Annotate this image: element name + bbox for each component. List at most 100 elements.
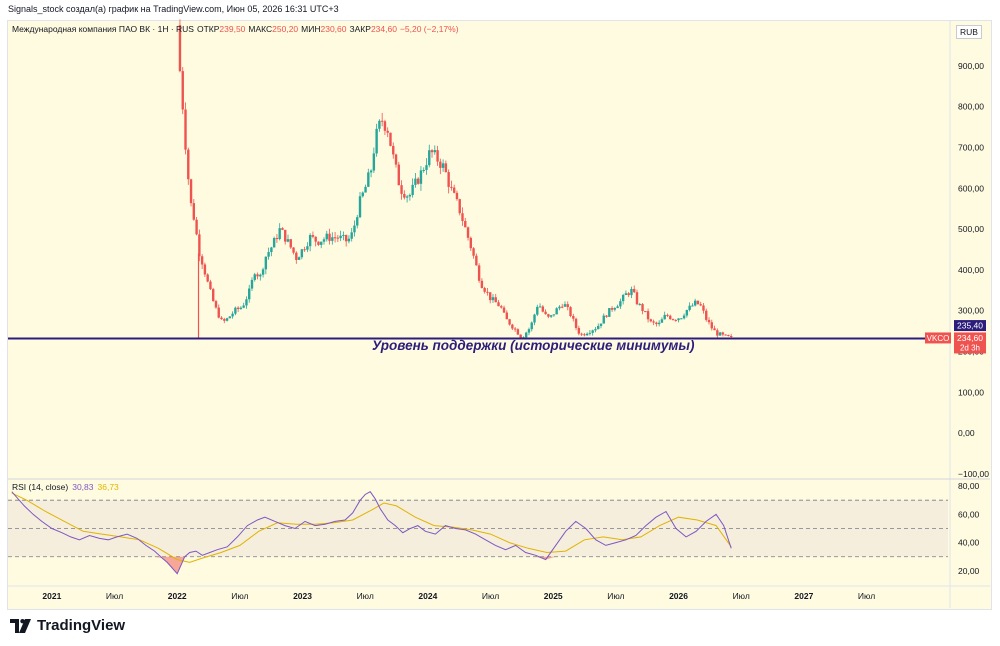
candle-body [297,257,301,260]
candle-body [433,150,436,153]
candle-body [289,239,292,248]
candle-body [655,322,658,325]
candle-body [691,305,694,307]
candle-body [192,203,196,220]
candle-body [403,193,406,198]
ticker-text: VKCO [927,334,950,343]
candle-body [563,304,567,307]
high-value: 250,20 [272,24,299,34]
rsi-value: 30,83 [72,482,94,492]
candle-body [588,332,592,334]
candle-body [234,307,237,314]
candle-body [383,121,387,131]
candle-body [649,319,653,322]
candle-body [364,186,367,193]
candle-body [480,280,484,289]
candle-body [439,161,442,168]
candle-body [574,318,578,328]
time-tick-label: Июл [482,591,499,601]
candle-body [328,233,331,241]
candle-body [552,314,556,316]
time-tick-label: Июл [106,591,123,601]
candle-body [416,178,420,184]
candle-body [342,234,345,236]
candle-body [464,221,467,228]
symbol-legend: Международная компания ПАО ВК · 1Н · RUS… [12,24,459,34]
candle-body [361,192,364,197]
rsi-title: RSI (14, close) [12,482,69,492]
candle-body [389,132,392,146]
candle-body [688,305,691,310]
candle-body [206,274,209,282]
countdown-text: 2d 3h [960,343,980,352]
candle-body [369,170,373,173]
candle-body [566,304,569,308]
candle-body [472,248,475,256]
candle-body [577,327,581,334]
candle-body [530,322,533,330]
candle-body [544,311,547,315]
ticker-tag [925,332,951,344]
candle-body [220,317,223,320]
candle-body [638,304,641,306]
candle-body [286,239,290,242]
candle-body [452,187,456,193]
time-tick-label: Июл [858,591,875,601]
candle-body [447,172,450,187]
time-tick-label: Июл [357,591,374,601]
candle-body [380,120,384,122]
candle-body [367,172,370,187]
candle-body [580,333,583,335]
candle-body [228,316,232,319]
candle-body [486,291,489,293]
candle-body [278,228,281,240]
candle-body [336,237,340,239]
candle-body [209,281,212,290]
rsi-ma-line [11,492,732,563]
candle-body [680,318,683,320]
price-tick-label: −100,00 [958,469,989,479]
candle-body [414,178,417,185]
candle-body [610,308,614,310]
rsi-tick-label: 80,00 [958,481,980,491]
candle-body [408,194,412,197]
candle-body [729,336,733,338]
candle-body [646,311,650,320]
candle-body [428,150,431,166]
time-tick-label: Июл [231,591,248,601]
candle-body [259,274,262,277]
candle-body [356,217,359,226]
time-tick-label: 2024 [418,591,437,601]
candle-body [724,334,727,336]
last-price-tag [954,332,986,354]
currency-badge[interactable]: RUB [956,25,982,39]
candle-body [707,319,711,323]
candle-body [292,247,295,253]
candle-body [333,237,337,239]
change-value: −5,20 (−2,17%) [399,24,459,34]
candle-body [344,234,348,242]
candle-body [405,196,409,198]
time-tick-label: Июл [733,591,750,601]
candle-body [392,145,395,155]
candle-body [200,256,204,265]
chart-frame[interactable] [7,20,992,610]
candle-body [322,239,326,242]
tradingview-logo[interactable]: TradingView [10,617,125,634]
price-tick-label: 500,00 [958,224,984,234]
candle-body [281,228,284,230]
candle-body [660,319,664,323]
candle-body [248,288,251,300]
symbol-name: Международная компания ПАО ВК · 1Н · RUS [12,24,194,34]
candle-body [347,238,351,242]
rsi-line [11,491,732,575]
candle-body [710,322,713,329]
candle-body [178,25,182,72]
candle-body [533,314,536,323]
candle-body [669,315,672,320]
price-tick-label: 700,00 [958,142,984,152]
candle-body [652,321,655,323]
candle-body [441,163,445,168]
candle-body [558,306,561,309]
